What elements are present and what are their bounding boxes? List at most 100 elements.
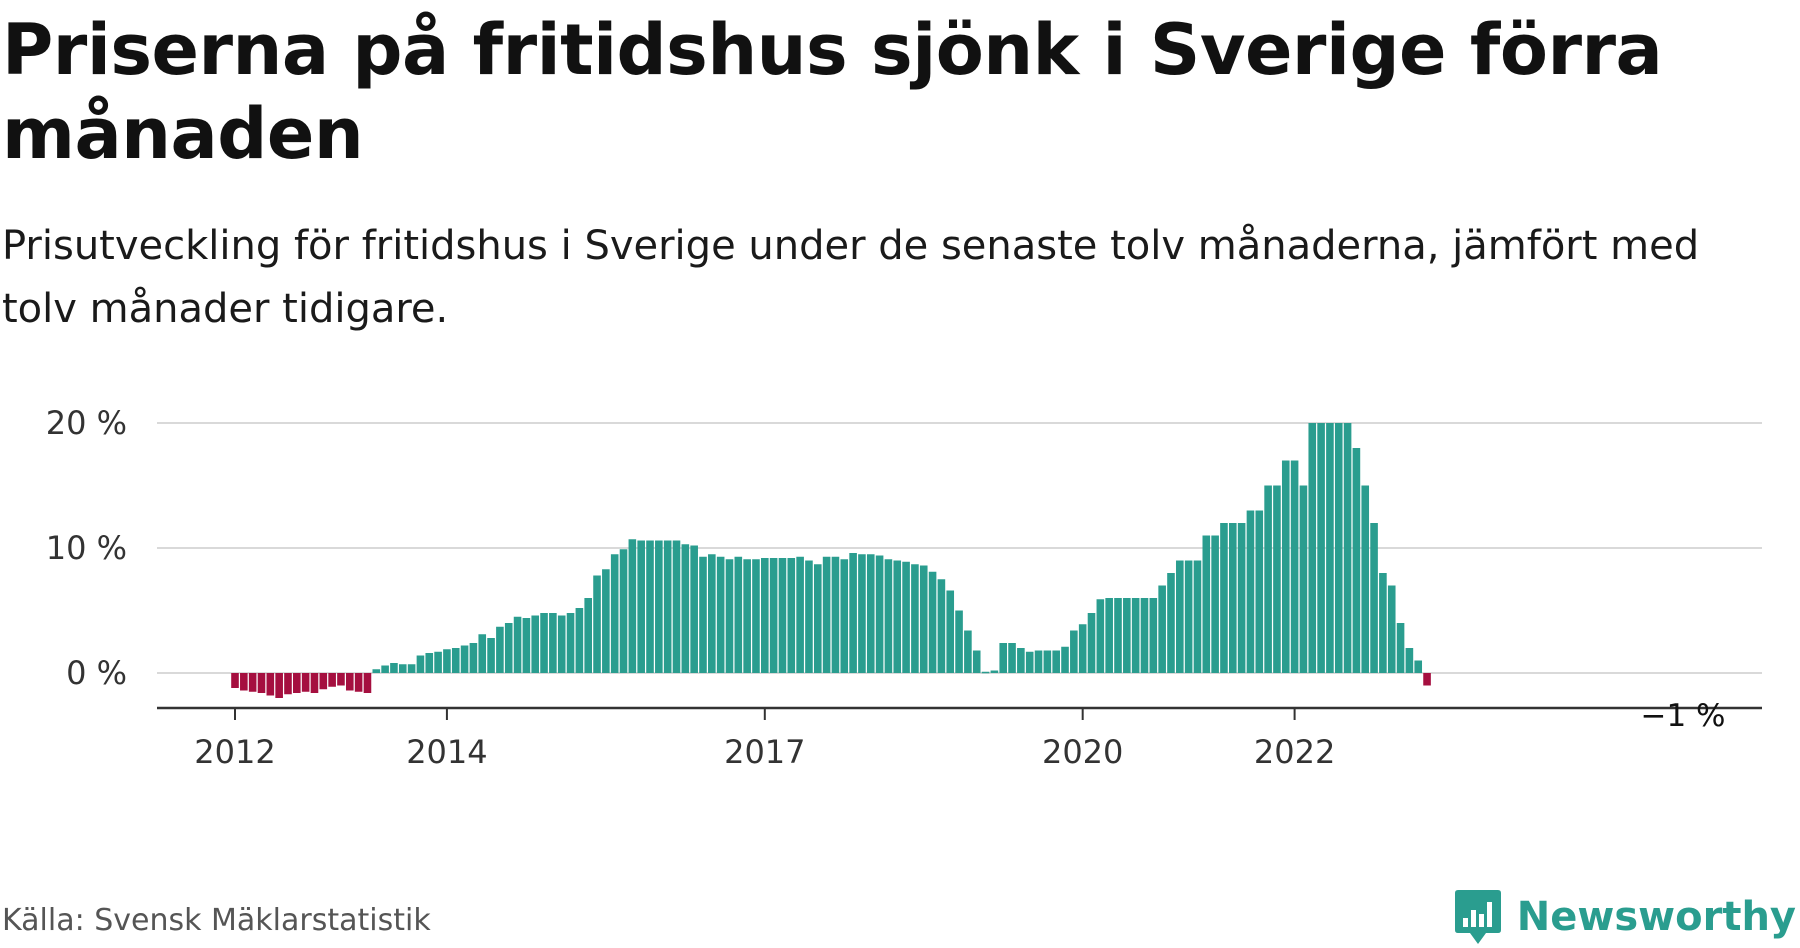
bar bbox=[655, 540, 663, 673]
x-axis-ticks: 2012 2014 2017 2020 2022 bbox=[194, 708, 1335, 771]
bar bbox=[646, 540, 654, 673]
bar bbox=[1370, 523, 1378, 673]
bar bbox=[1034, 650, 1043, 673]
bar bbox=[778, 558, 787, 673]
bar bbox=[858, 554, 866, 673]
bar bbox=[884, 559, 893, 673]
bar bbox=[381, 665, 389, 673]
bar bbox=[593, 575, 601, 673]
bar bbox=[1078, 624, 1087, 673]
bar bbox=[1167, 573, 1175, 673]
bar bbox=[999, 643, 1008, 673]
bar bbox=[557, 615, 566, 673]
bar bbox=[1396, 623, 1405, 673]
y-tick-label: 10 % bbox=[46, 529, 127, 567]
bar bbox=[761, 558, 769, 673]
bar bbox=[301, 673, 310, 692]
bar bbox=[460, 645, 469, 673]
bar bbox=[1211, 535, 1219, 673]
bar bbox=[284, 673, 292, 695]
bar bbox=[1317, 423, 1325, 673]
bar bbox=[345, 673, 354, 691]
bar bbox=[240, 673, 248, 691]
bar bbox=[875, 555, 884, 673]
bar bbox=[1423, 673, 1431, 686]
bar bbox=[743, 559, 751, 673]
bar bbox=[964, 630, 972, 673]
bar bbox=[266, 673, 275, 696]
bar bbox=[1096, 599, 1105, 673]
bar bbox=[566, 613, 575, 673]
bar bbox=[981, 671, 990, 674]
bar bbox=[813, 564, 822, 673]
x-tick-label: 2017 bbox=[724, 733, 805, 771]
bar bbox=[390, 663, 398, 673]
bar bbox=[849, 553, 857, 673]
bar bbox=[831, 556, 840, 673]
bar bbox=[1308, 423, 1317, 673]
chart-title: Priserna på fritidshus sjönk i Sverige f… bbox=[2, 9, 1663, 175]
bar bbox=[796, 556, 804, 673]
bar bbox=[1237, 523, 1246, 673]
y-axis-labels: 0 % 10 % 20 % bbox=[46, 404, 127, 692]
x-tick-label: 2012 bbox=[194, 733, 275, 771]
bar bbox=[257, 673, 266, 693]
x-tick-label: 2014 bbox=[406, 733, 487, 771]
bar bbox=[672, 540, 681, 673]
bar bbox=[584, 598, 592, 673]
bar bbox=[1334, 423, 1343, 673]
bar bbox=[628, 539, 637, 673]
bar bbox=[787, 558, 796, 673]
bar bbox=[1405, 648, 1414, 673]
bar bbox=[1228, 523, 1237, 673]
bar bbox=[1087, 613, 1096, 673]
bar bbox=[902, 561, 910, 673]
bar bbox=[1158, 585, 1166, 673]
bar bbox=[1299, 485, 1308, 673]
x-tick-label: 2020 bbox=[1042, 733, 1123, 771]
bar bbox=[1246, 510, 1255, 673]
bar bbox=[699, 556, 707, 673]
bar bbox=[1070, 630, 1078, 673]
bar bbox=[690, 545, 698, 673]
bar bbox=[1202, 535, 1211, 673]
bar bbox=[372, 669, 381, 673]
bar bbox=[937, 579, 946, 673]
bar bbox=[363, 673, 372, 693]
bar bbox=[531, 615, 540, 673]
bar bbox=[248, 673, 257, 692]
bar bbox=[522, 618, 531, 673]
bar bbox=[1061, 646, 1069, 673]
bar bbox=[822, 556, 831, 673]
bar bbox=[919, 565, 928, 673]
bar bbox=[1352, 448, 1361, 673]
bar bbox=[504, 623, 513, 673]
bar bbox=[487, 638, 495, 673]
bar bbox=[1220, 523, 1228, 673]
bar bbox=[293, 673, 301, 693]
bar bbox=[840, 559, 849, 673]
bar bbox=[734, 556, 743, 673]
bar bbox=[955, 610, 963, 673]
bar bbox=[549, 613, 557, 673]
bar bbox=[1281, 460, 1290, 673]
bars bbox=[231, 423, 1431, 698]
bar bbox=[496, 626, 504, 673]
bar bbox=[1176, 560, 1184, 673]
bar bbox=[1387, 585, 1396, 673]
y-tick-label: 20 % bbox=[46, 404, 127, 442]
chart-subtitle: Prisutveckling för fritidshus i Sverige … bbox=[2, 223, 1700, 332]
bar bbox=[540, 613, 548, 673]
bar bbox=[716, 556, 725, 673]
brand-logo: Newsworthy bbox=[1453, 888, 1796, 946]
bar bbox=[1140, 598, 1149, 673]
bar bbox=[451, 648, 460, 673]
bar bbox=[1052, 650, 1060, 673]
bar bbox=[416, 655, 425, 673]
source-note: Källa: Svensk Mäklarstatistik bbox=[2, 903, 431, 938]
bar bbox=[310, 673, 319, 693]
bar-chart-speech-bubble-icon bbox=[1454, 890, 1501, 944]
bar bbox=[1193, 560, 1202, 673]
bar bbox=[663, 540, 672, 673]
bar bbox=[1343, 423, 1352, 673]
